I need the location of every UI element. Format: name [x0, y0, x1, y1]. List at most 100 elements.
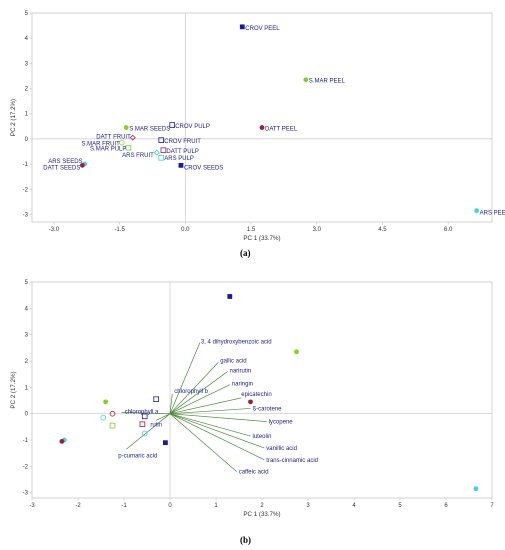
y-tick-label: 1 [25, 385, 29, 391]
point-label: S.MAR FRUIT [81, 142, 120, 148]
data-point [100, 414, 107, 421]
pca-score-plot-a: -3.0 -1.5 0.0 1.5 3.0 4.5 6.0 -3 -2 -1 0 1 2 3 4 5 PC 1 … [10, 11, 505, 242]
x-tick-label: 7 [490, 503, 494, 509]
loading-label: trans-cinnamic acid [266, 458, 318, 464]
point-label: CROV FRUIT [164, 139, 201, 145]
loading-label: caffeic acid [239, 470, 269, 476]
data-point [474, 208, 480, 214]
y-tick-label: 2 [25, 359, 29, 365]
x-tick-label: 1 [214, 503, 218, 509]
y-axis-title: PC 2 (17.2%) [10, 99, 17, 136]
data-point [139, 421, 146, 428]
data-point [79, 162, 85, 168]
loading-label: narirutin [230, 369, 252, 375]
loading-label: vanillic acid [266, 446, 297, 452]
data-point [109, 422, 116, 429]
loading-vector [169, 393, 173, 414]
x-tick-label: 4 [352, 503, 356, 509]
data-point [119, 139, 125, 146]
y-tick-label: 5 [25, 280, 29, 286]
point-label: DATT SEEDS [43, 165, 80, 171]
panel-label-b: (b) [240, 535, 251, 545]
x-tick-label: 0.0 [181, 227, 190, 233]
point-label: S.MAR PULP [90, 147, 126, 153]
x-axis-title: PC 1 (33.7%) [243, 235, 280, 242]
x-tick-label: -3 [29, 503, 35, 509]
point-label: S.MAR PEEL [309, 79, 346, 85]
point-label: CROV PULP [175, 124, 210, 130]
point-label: DATT FRUIT [96, 135, 131, 141]
loading-vector [169, 362, 219, 414]
data-point [259, 125, 265, 130]
loading-vector [169, 413, 265, 449]
x-tick-label: -1.5 [114, 227, 125, 233]
data-point [158, 154, 165, 161]
loading-label: chlorophyll a [125, 409, 159, 415]
panel-label-a: (a) [240, 248, 251, 258]
x-tick-label: 6.0 [444, 227, 453, 233]
x-tick-label: 3.0 [313, 227, 322, 233]
point-label: CROV PEEL [245, 26, 280, 32]
data-point [227, 294, 233, 299]
data-point [129, 134, 136, 141]
y-tick-label: 1 [25, 112, 29, 118]
point-label: ARS PEEL [480, 211, 505, 217]
data-point [158, 137, 165, 143]
loading-vector [169, 413, 251, 437]
x-tick-label: 4.5 [378, 227, 387, 233]
data-point [163, 440, 168, 446]
loading-label: p-cumaric acid [118, 453, 157, 459]
data-point [141, 430, 148, 437]
point-label: ARS SEEDS [48, 159, 82, 165]
data-point [303, 77, 309, 83]
data-point [473, 486, 479, 492]
loading-vector [126, 413, 171, 450]
point-label: DATT PEEL [265, 127, 298, 133]
loading-vector [156, 413, 171, 421]
plot-frame [31, 281, 493, 499]
data-point [125, 144, 132, 151]
point-label: ARS FRUIT [122, 153, 154, 159]
y-axis-title: PC 2 (17.2%) [10, 371, 17, 408]
x-axis-title: PC 1 (33.7%) [243, 511, 280, 518]
loading-label: 3, 4 dihydroxybenzoic acid [201, 340, 272, 346]
data-point [153, 396, 160, 403]
loading-vector [169, 371, 228, 414]
loading-vector [169, 413, 265, 461]
loading-vector [121, 412, 171, 415]
y-tick-label: -1 [23, 438, 29, 444]
loading-vector [169, 397, 242, 415]
data-point [123, 125, 129, 130]
y-tick-label: 2 [25, 87, 29, 93]
data-point [294, 349, 299, 355]
loading-label: ß-carotene [253, 406, 283, 412]
x-tick-label: 6 [444, 503, 448, 509]
data-point [160, 147, 167, 154]
data-point [239, 24, 245, 30]
y-tick-label: -2 [23, 464, 29, 470]
loading-vector [169, 384, 230, 415]
x-tick-label: -3.0 [49, 227, 60, 233]
data-point [141, 413, 148, 420]
y-tick-label: 0 [25, 137, 29, 143]
y-tick-label: -1 [23, 162, 29, 168]
x-tick-label: 2 [260, 503, 264, 509]
pca-biplot-b: -3 -2 -1 0 1 2 3 4 5 6 7 -3 -2 -1 0 1 2 3 4 5 PC 1 (33.7%) PC… [10, 280, 494, 518]
point-label: S.MAR SEEDS [129, 127, 170, 133]
point-label: CROV SEEDS [184, 165, 223, 171]
loading-label: luteolin [253, 434, 272, 440]
data-point [248, 399, 253, 405]
point-label: DATT PULP [166, 149, 198, 155]
y-tick-label: 4 [25, 36, 29, 42]
point-label: ARS PULP [164, 156, 194, 162]
x-tick-label: -1 [121, 503, 127, 509]
loading-label: gallic acid [220, 358, 246, 364]
loading-label: chlorophyll b [174, 389, 208, 395]
loading-vector [169, 413, 237, 472]
loading-vector [169, 408, 251, 415]
x-tick-label: 1.5 [247, 227, 256, 233]
loading-label: rutin [150, 422, 162, 428]
y-tick-label: -2 [23, 187, 29, 193]
data-point [178, 162, 184, 168]
